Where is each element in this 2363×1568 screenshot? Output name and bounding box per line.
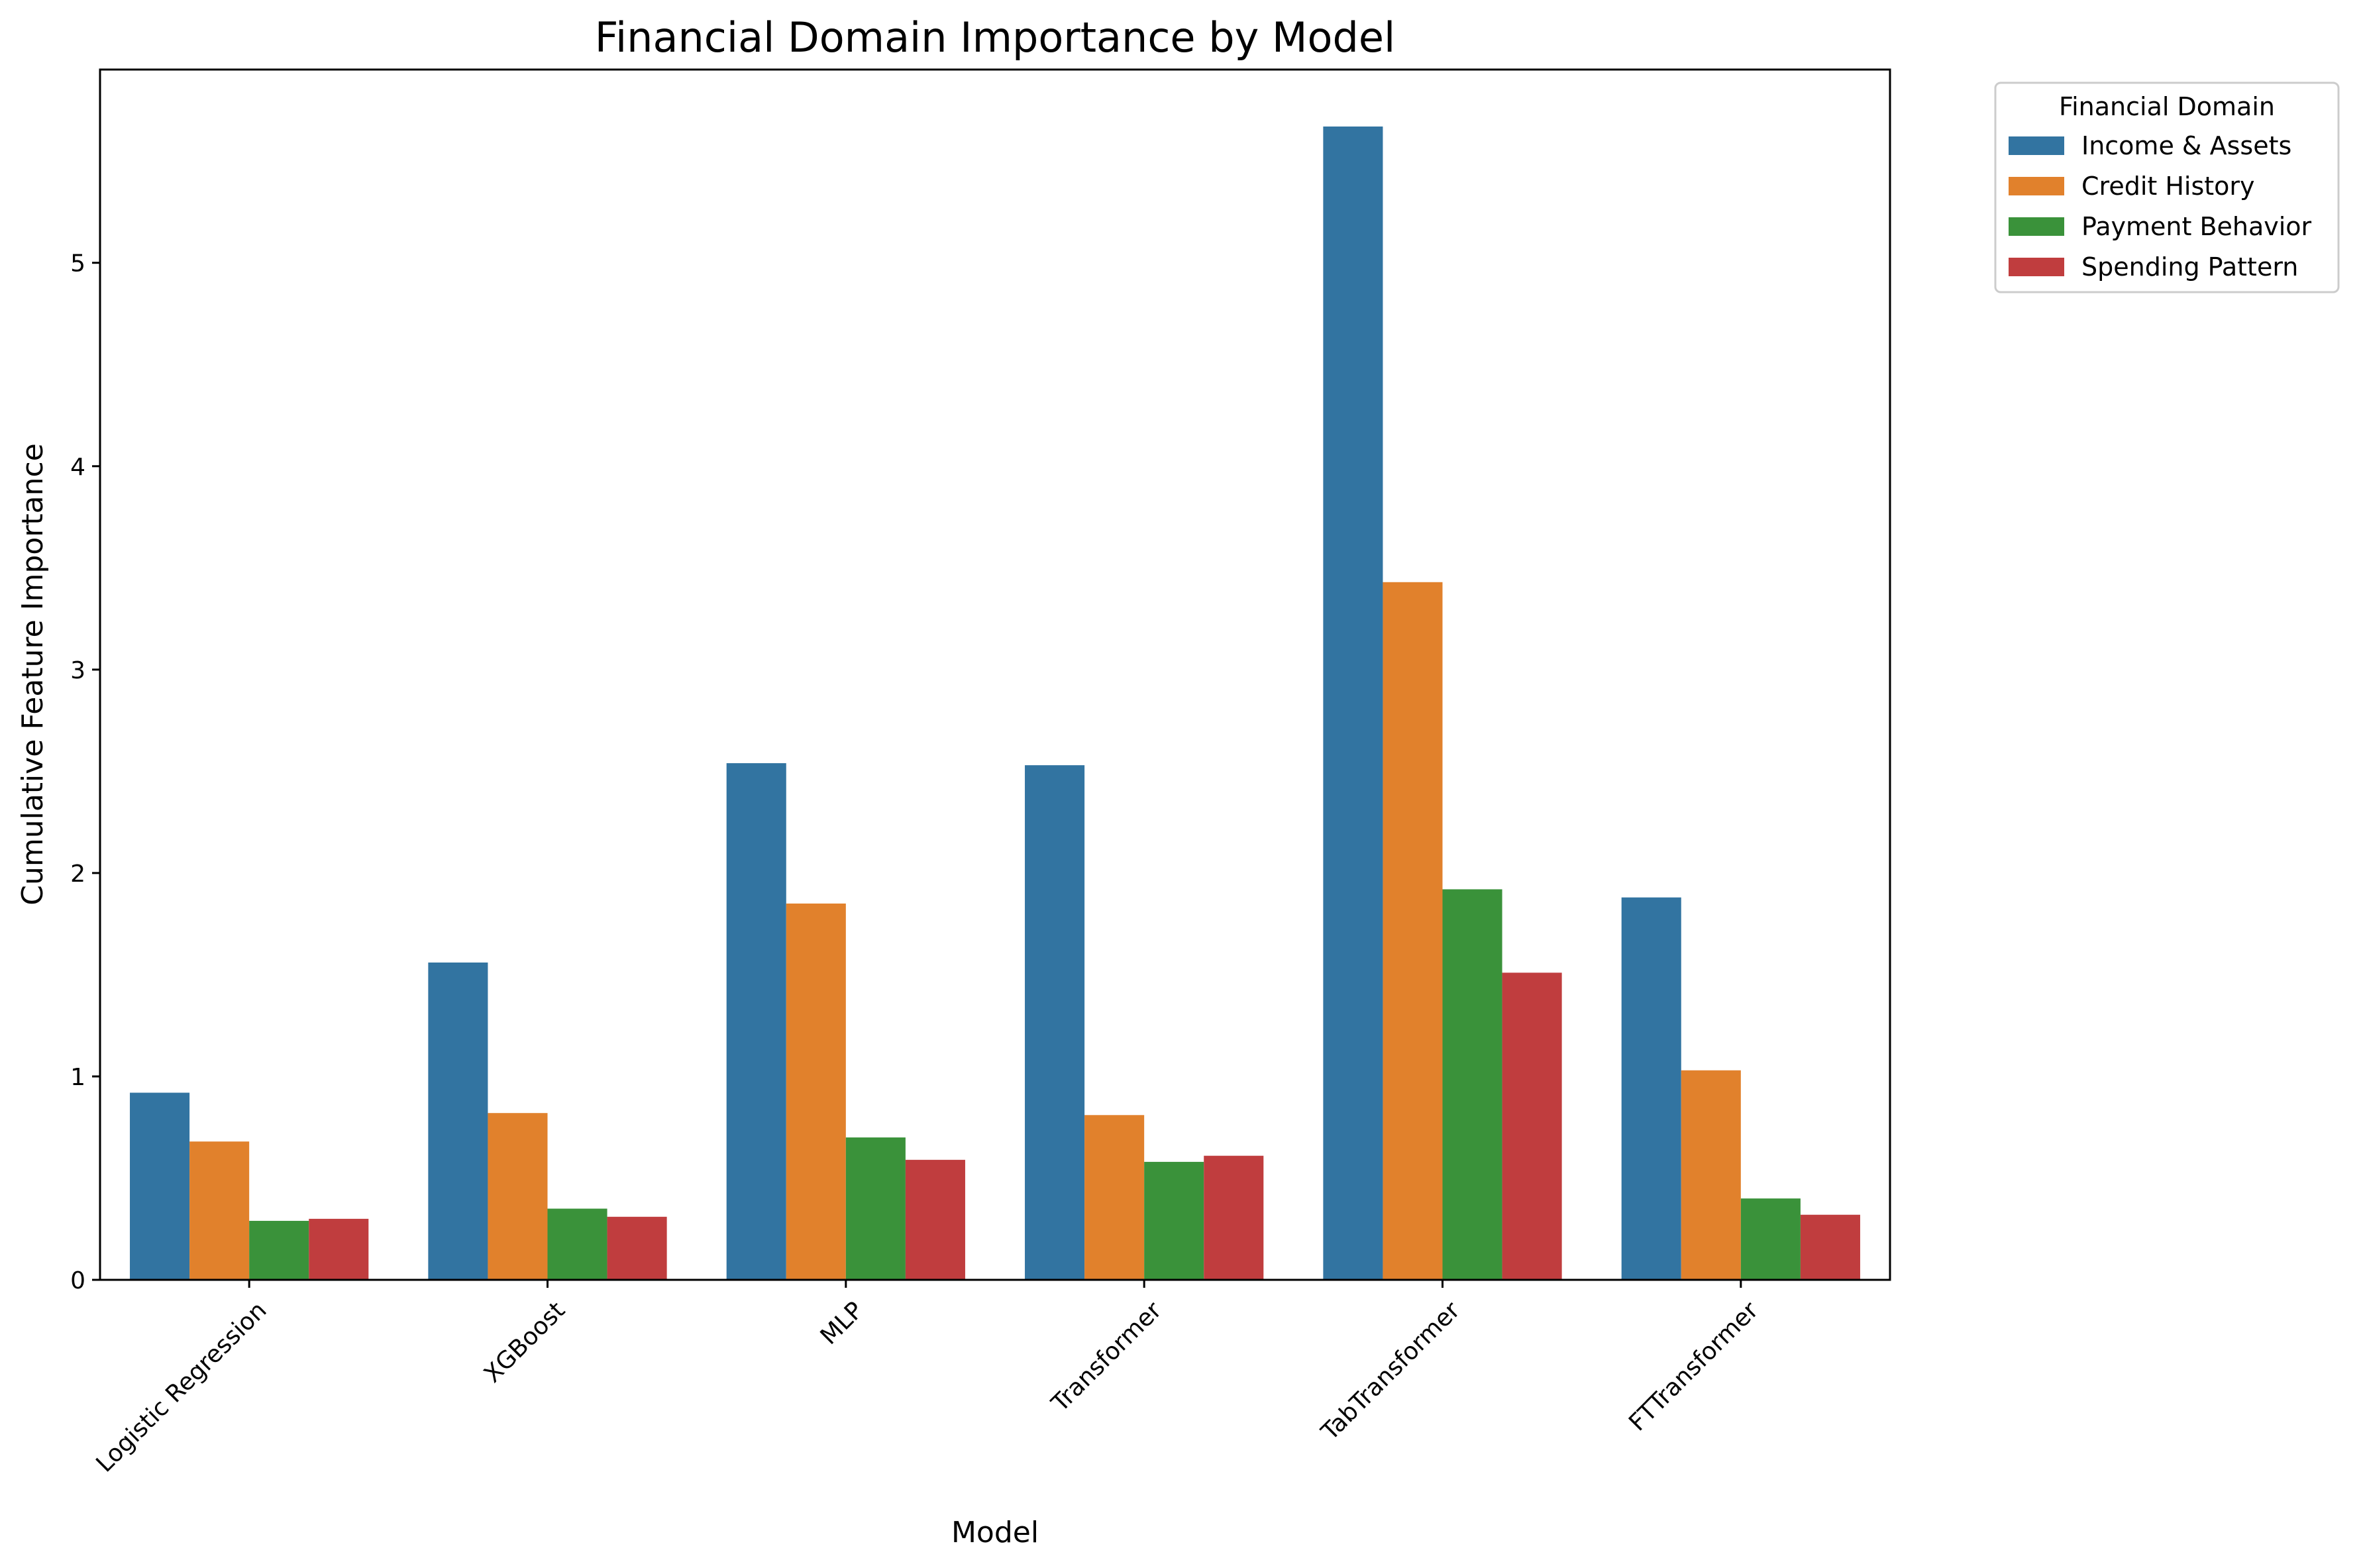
y-axis: 0 1 2 3 4 5 bbox=[70, 250, 100, 1294]
y-tick-label: 3 bbox=[70, 657, 85, 684]
bar bbox=[607, 1216, 667, 1280]
y-tick-label: 2 bbox=[70, 861, 85, 888]
bar bbox=[726, 763, 786, 1280]
bar bbox=[1800, 1214, 1860, 1280]
bar bbox=[905, 1159, 965, 1280]
bar bbox=[547, 1208, 607, 1280]
x-tick-label: Transformer bbox=[1046, 1296, 1167, 1418]
x-tick-label: Logistic Regression bbox=[91, 1296, 272, 1477]
legend-entry: Payment Behavior bbox=[2081, 212, 2312, 241]
x-axis: Logistic Regression XGBoost MLP Transformer… bbox=[91, 1280, 1763, 1478]
x-tick-label: TabTransformer bbox=[1316, 1296, 1465, 1446]
bar bbox=[1740, 1198, 1801, 1280]
bar bbox=[1502, 972, 1562, 1280]
y-tick-label: 5 bbox=[70, 250, 85, 278]
bar bbox=[1621, 897, 1681, 1280]
x-tick-label: XGBoost bbox=[479, 1296, 570, 1388]
chart-title: Financial Domain Importance by Model bbox=[595, 13, 1395, 62]
legend-items: Income & Assets Credit History Payment Beh… bbox=[2009, 131, 2312, 282]
bar bbox=[1383, 582, 1443, 1280]
bar bbox=[1204, 1155, 1264, 1280]
bar bbox=[1025, 765, 1085, 1280]
legend-swatch bbox=[2009, 258, 2064, 276]
bar bbox=[428, 962, 488, 1280]
bar bbox=[1323, 126, 1383, 1281]
bar bbox=[189, 1141, 250, 1280]
y-tick-label: 4 bbox=[70, 454, 85, 481]
x-tick-label: FTTransformer bbox=[1624, 1296, 1763, 1436]
legend-entry: Income & Assets bbox=[2081, 131, 2291, 160]
legend-entry: Credit History bbox=[2081, 172, 2255, 201]
bar bbox=[786, 903, 846, 1280]
x-axis-label: Model bbox=[951, 1516, 1039, 1549]
bar bbox=[1084, 1115, 1145, 1280]
bar bbox=[845, 1137, 906, 1280]
y-tick-label: 1 bbox=[70, 1064, 85, 1091]
y-axis-label: Cumulative Feature Importance bbox=[16, 443, 50, 906]
plot-frame bbox=[99, 68, 1891, 1281]
legend-box bbox=[1994, 81, 2340, 293]
legend: Financial Domain Income & Assets Credit H… bbox=[1994, 81, 2340, 293]
legend-swatch bbox=[2009, 177, 2064, 195]
bar bbox=[1144, 1161, 1204, 1280]
y-tick-label: 0 bbox=[70, 1267, 85, 1294]
legend-title: Financial Domain bbox=[2059, 92, 2275, 121]
bars-layer bbox=[130, 126, 1860, 1281]
x-tick-label: MLP bbox=[815, 1296, 868, 1349]
bar bbox=[130, 1092, 190, 1280]
bar bbox=[488, 1113, 548, 1280]
bar bbox=[309, 1218, 369, 1280]
legend-entry: Spending Pattern bbox=[2081, 252, 2298, 282]
bar bbox=[249, 1220, 309, 1280]
legend-swatch bbox=[2009, 217, 2064, 236]
legend-swatch bbox=[2009, 136, 2064, 155]
bar bbox=[1681, 1070, 1741, 1280]
bar bbox=[1442, 889, 1502, 1280]
